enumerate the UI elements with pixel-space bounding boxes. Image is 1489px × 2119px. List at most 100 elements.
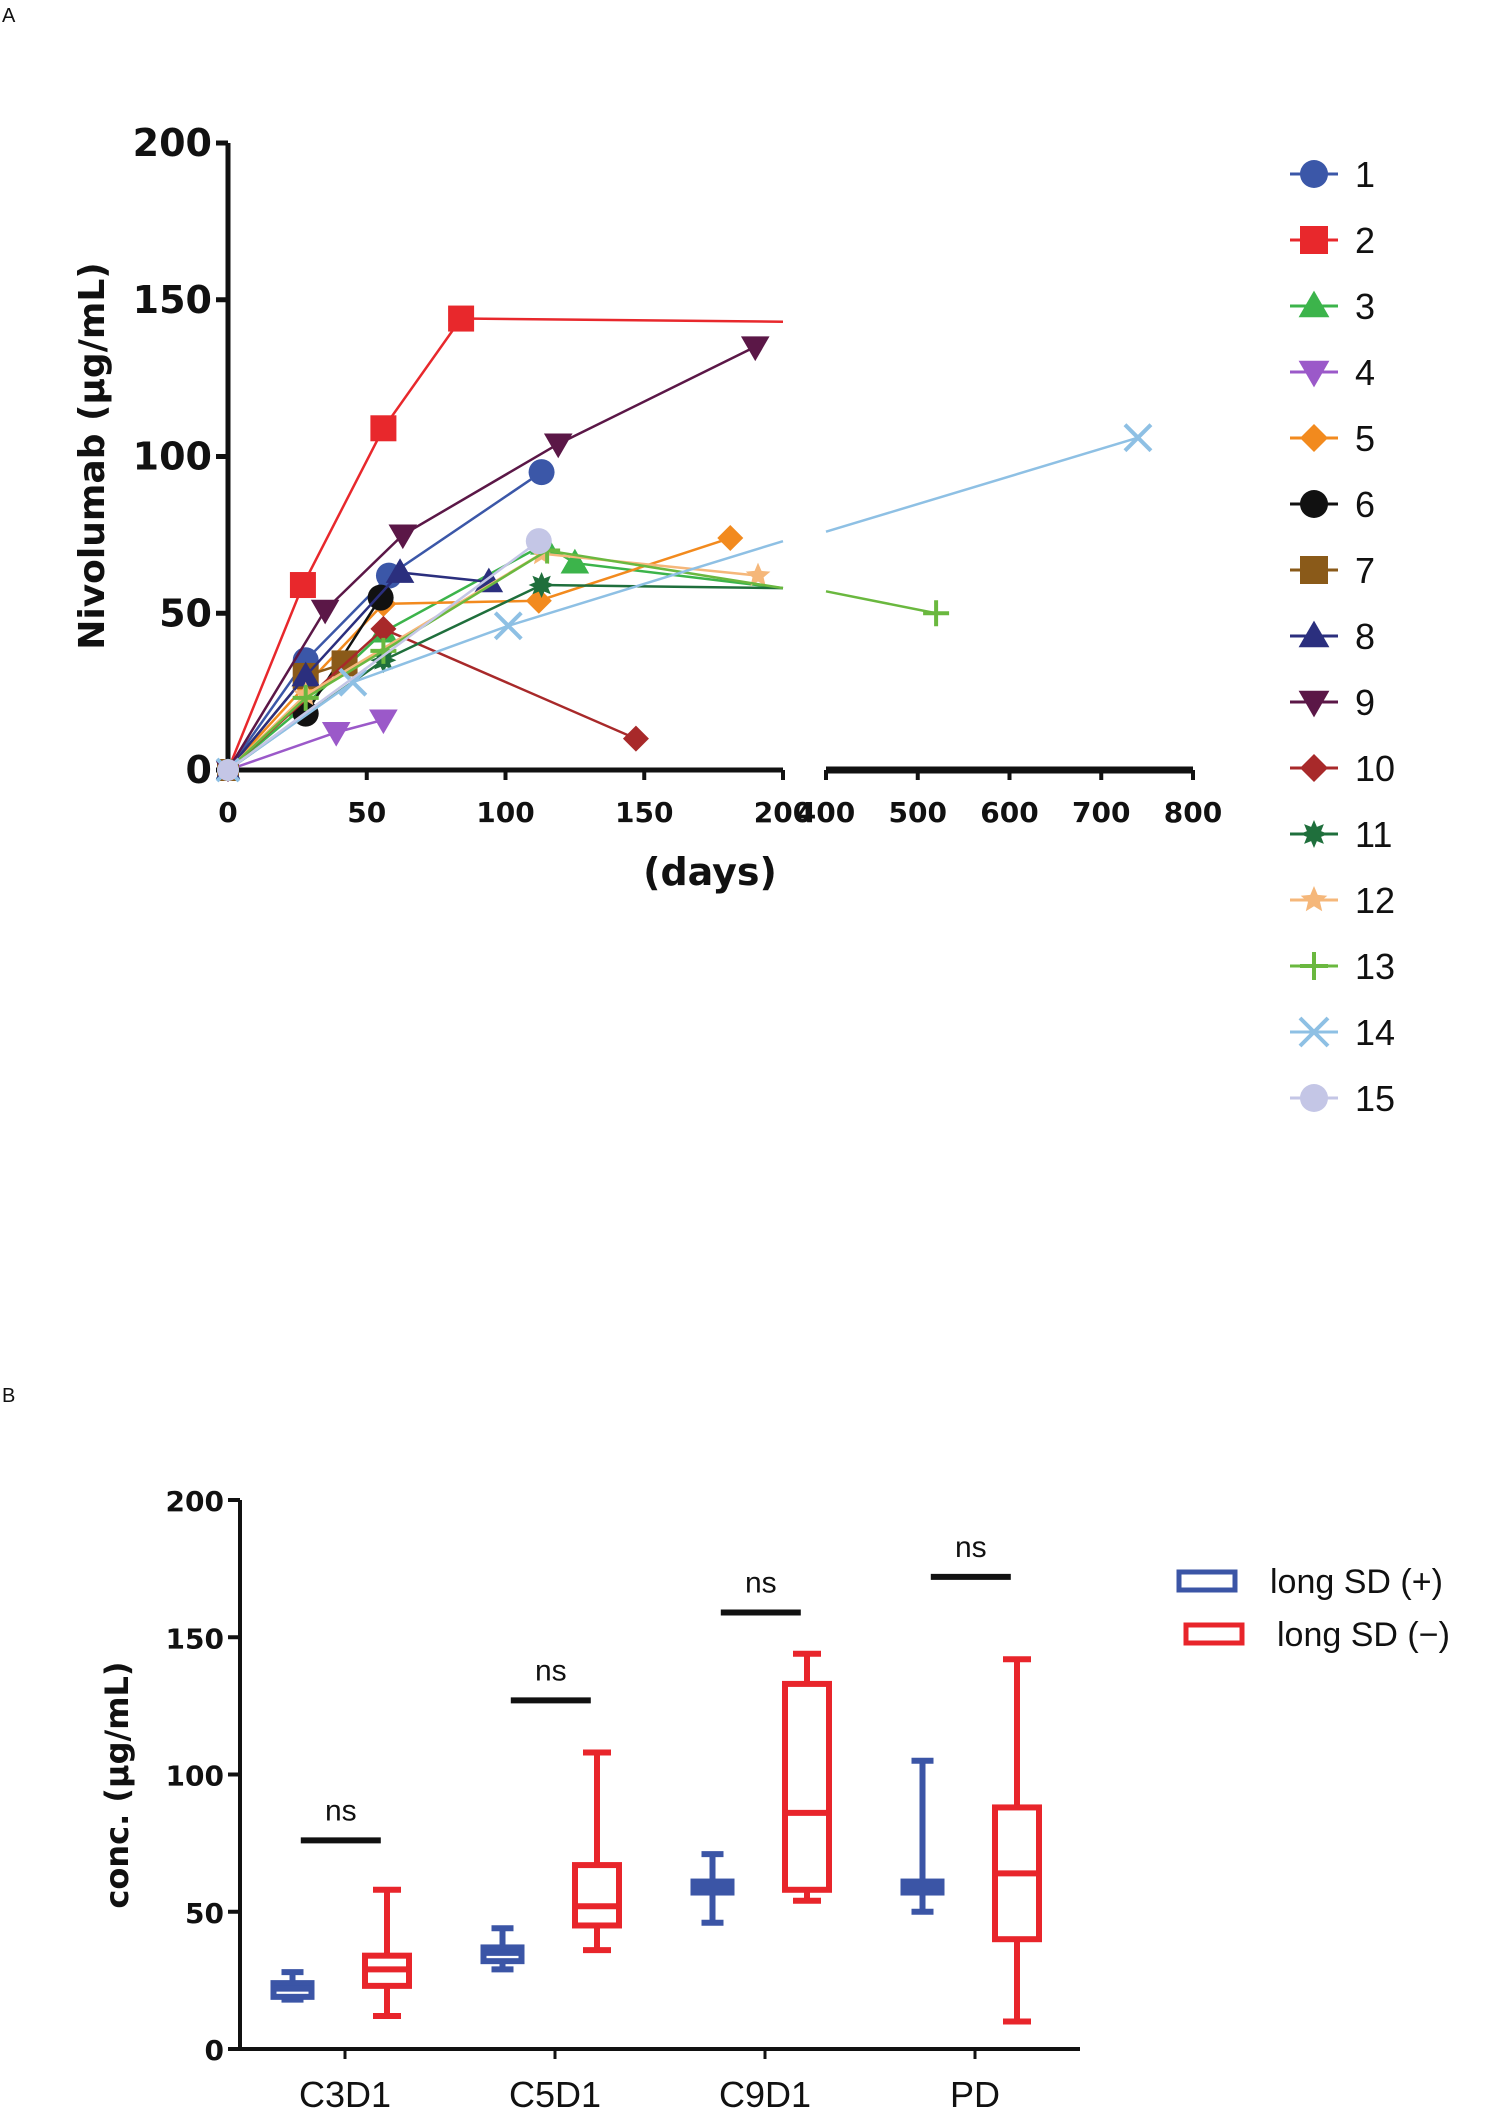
series-8 — [215, 558, 504, 779]
series-4-point — [321, 721, 351, 747]
box-body — [782, 1680, 832, 1893]
legend-marker-shape — [1300, 226, 1328, 254]
x-tick-label: C5D1 — [509, 2074, 601, 2115]
y-tick-label: 150 — [133, 278, 212, 322]
legend-entry-9: 9 — [1290, 682, 1375, 723]
y-tick-label: 0 — [186, 748, 212, 792]
x-tick-label: 700 — [1072, 796, 1130, 829]
legend-label: 2 — [1355, 220, 1375, 261]
legend-marker-shape — [1300, 952, 1328, 980]
series-13-point — [923, 600, 950, 627]
legend-marker — [1300, 754, 1328, 782]
box-C5D1-1 — [572, 1749, 622, 1954]
legend-entry-6: 6 — [1290, 484, 1375, 525]
legend-label: 14 — [1355, 1012, 1395, 1053]
series-15-point-shape — [217, 759, 239, 781]
legend-entry-15: 15 — [1290, 1078, 1395, 1119]
panel-label-b: B — [2, 1385, 15, 1407]
y-tick-label: 50 — [185, 1897, 224, 1930]
series-14-point — [338, 667, 368, 697]
series-15-point-shape — [525, 528, 552, 555]
series-9-point — [543, 433, 573, 459]
series-4-point-shape — [369, 709, 398, 735]
legend-box — [1176, 1569, 1238, 1593]
chart-b-annotations: ns ns ns ns — [300, 1531, 1011, 1844]
series-3-point — [560, 548, 590, 574]
legend-marker — [1300, 1084, 1328, 1112]
series-14-line-right — [825, 436, 1139, 533]
series-9-point — [388, 524, 418, 550]
series-5-point — [717, 525, 744, 552]
series-14-point-shape — [493, 611, 523, 641]
x-tick-label: 400 — [797, 796, 855, 829]
legend-marker-shape — [1300, 424, 1328, 452]
series-8-point-shape — [385, 558, 415, 583]
series-14-point-shape — [1123, 423, 1153, 453]
legend-marker-shape — [1300, 820, 1328, 848]
series-8-line — [227, 571, 489, 771]
legend-marker-shape — [1300, 490, 1328, 518]
legend-marker-shape — [1298, 360, 1330, 388]
box-series-0 — [270, 1757, 945, 2003]
panel-label-a: A — [2, 5, 16, 27]
series-10 — [217, 615, 649, 781]
series-6-point-shape — [367, 584, 394, 611]
box-C9D1-1 — [782, 1650, 832, 1904]
ns-annotation-C3D1: ns — [300, 1794, 381, 1844]
legend-label: 5 — [1355, 418, 1375, 459]
x-tick-label: PD — [950, 2074, 1000, 2115]
series-10-point — [370, 615, 397, 642]
x-tick-label: 500 — [889, 796, 947, 829]
y-tick-label: 150 — [166, 1622, 224, 1655]
series-2-point — [370, 415, 397, 442]
legend-marker — [1300, 820, 1328, 848]
legend-label: 13 — [1355, 946, 1395, 987]
series-8-point — [291, 661, 320, 687]
series-3-point-shape — [560, 548, 590, 574]
legend-entry-2: 2 — [1290, 220, 1375, 261]
series-1-point — [528, 459, 555, 486]
y-tick-label: 100 — [166, 1760, 224, 1793]
series-9-point-shape — [310, 599, 340, 625]
series-2-point-shape — [448, 305, 475, 332]
x-tick-label: 150 — [615, 796, 673, 829]
legend-marker-shape — [1298, 690, 1330, 718]
series-4-point — [369, 709, 398, 735]
series-14-point-shape — [338, 667, 368, 697]
ns-annotation-PD: ns — [930, 1531, 1011, 1580]
series-6-point — [367, 584, 394, 611]
series-8-point-shape — [291, 661, 320, 687]
series-2-point-shape — [289, 572, 316, 599]
legend-label: 3 — [1355, 286, 1375, 327]
box-PD-0 — [900, 1757, 945, 1915]
legend-label: 9 — [1355, 682, 1375, 723]
x-tick-label: 100 — [476, 796, 534, 829]
y-tick-label: 100 — [133, 435, 212, 479]
series-13-point — [370, 637, 397, 664]
series-3-line — [227, 542, 784, 771]
legend-entry-1: long SD (−) — [1183, 1616, 1450, 1654]
series-9-point-shape — [543, 433, 573, 459]
legend-label: long SD (−) — [1277, 1616, 1450, 1654]
series-9-point — [740, 336, 770, 362]
legend-label: 15 — [1355, 1078, 1395, 1119]
x-tick-label: C9D1 — [719, 2074, 811, 2115]
legend-entry-13: 13 — [1290, 946, 1395, 987]
legend-entry-5: 5 — [1290, 418, 1375, 459]
series-13-line-right — [825, 590, 937, 615]
box-C3D1-0 — [270, 1969, 315, 2003]
y-tick-label: 0 — [205, 2034, 224, 2067]
y-tick-label: 200 — [166, 1485, 224, 1518]
x-tick-label: 200 — [754, 796, 812, 829]
legend-entry-1: 1 — [1290, 154, 1375, 195]
legend-entry-3: 3 — [1290, 286, 1375, 327]
series-1-point-shape — [528, 459, 555, 486]
series-5-point-shape — [525, 587, 552, 614]
ns-label: ns — [325, 1794, 357, 1827]
legend-marker — [1300, 424, 1328, 452]
legend-entry-10: 10 — [1290, 748, 1395, 789]
legend-label: 7 — [1355, 550, 1375, 591]
series-10-point — [622, 725, 649, 752]
